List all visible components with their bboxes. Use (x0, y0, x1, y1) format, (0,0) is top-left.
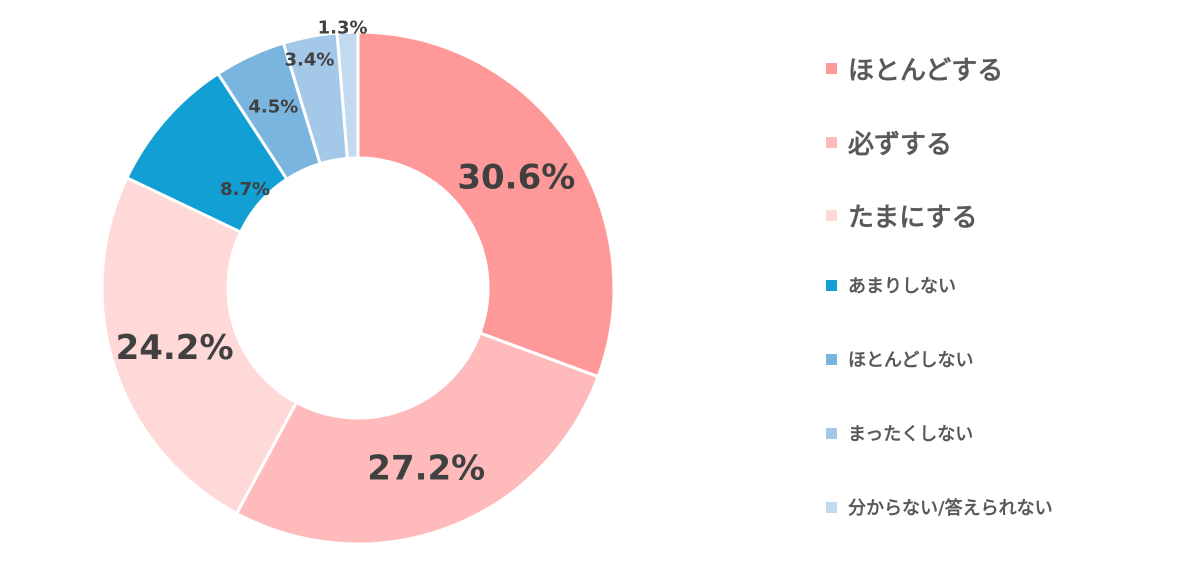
data-label-2: 27.2% (367, 449, 485, 489)
donut-plot: 30.6% 27.2% 24.2% 8.7% 4.5% 3.4% 1.3% (100, 18, 616, 546)
legend-swatch-7 (826, 501, 837, 513)
donut-slice-1 (356, 30, 616, 379)
legend-swatch-1 (826, 63, 837, 74)
legend-item-4: あまりしない (826, 272, 956, 298)
legend-swatch-2 (826, 137, 837, 148)
data-label-1: 30.6% (457, 158, 575, 198)
data-label-4: 8.7% (220, 179, 270, 200)
legend-swatch-5 (826, 353, 837, 365)
legend-label-5: ほとんどしない (848, 350, 974, 371)
legend-label-7: 分からない/答えられない (848, 498, 1053, 519)
data-label-3: 24.2% (116, 328, 234, 368)
data-label-5: 4.5% (248, 96, 298, 117)
data-label-6: 3.4% (285, 50, 335, 71)
legend-swatch-6 (826, 427, 837, 439)
donut-slice-7 (335, 30, 360, 161)
legend-item-5: ほとんどしない (826, 346, 973, 372)
legend-label-4: あまりしない (848, 276, 956, 297)
legend-item-7: 分からない/答えられない (826, 494, 1053, 520)
legend-item-6: まったくしない (826, 420, 973, 446)
legend-label-6: まったくしない (848, 424, 974, 445)
donut-slice-3 (100, 175, 299, 516)
donut-slice-2 (234, 331, 601, 546)
legend-label-1: ほとんどする (848, 56, 1004, 86)
legend-label-2: 必ずする (848, 130, 953, 160)
data-label-7: 1.3% (318, 18, 368, 39)
legend-label-3: たまにする (848, 203, 978, 233)
legend-item-1: ほとんどする (826, 50, 1003, 87)
legend-swatch-4 (826, 279, 837, 291)
legend-item-3: たまにする (826, 197, 977, 234)
legend-item-2: 必ずする (826, 124, 952, 161)
legend-swatch-3 (826, 210, 837, 221)
